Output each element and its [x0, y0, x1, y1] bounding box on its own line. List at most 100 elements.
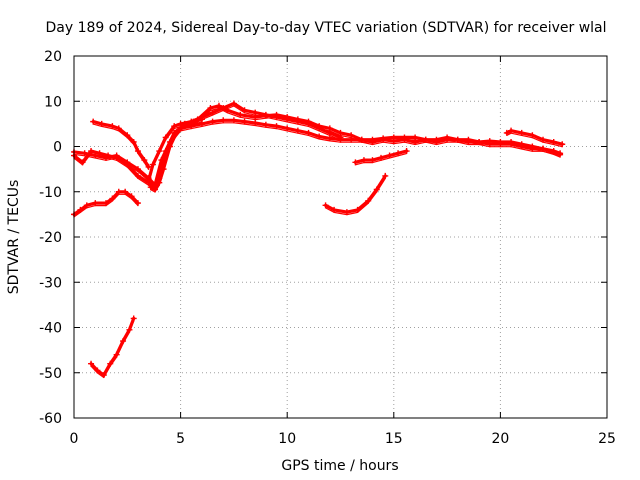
data-point: [109, 123, 116, 130]
chart-title: Day 189 of 2024, Sidereal Day-to-day VTE…: [45, 20, 606, 36]
series-arc-9: [352, 148, 410, 166]
data-point: [209, 118, 216, 125]
data-point: [90, 118, 97, 125]
data-point: [120, 338, 127, 345]
data-point: [540, 145, 547, 152]
data-point: [262, 121, 269, 128]
x-tick-label: 0: [70, 431, 79, 447]
data-point: [100, 372, 107, 379]
series-line: [89, 316, 136, 377]
data-point: [378, 154, 385, 161]
data-point: [316, 125, 323, 132]
y-tick-label: -30: [39, 275, 62, 291]
data-point: [252, 109, 259, 116]
data-point: [156, 148, 163, 155]
series-arc-6: [503, 127, 566, 148]
data-point: [395, 150, 402, 157]
data-point: [326, 135, 333, 142]
data-point: [386, 152, 393, 159]
data-point: [316, 133, 323, 140]
x-axis-label: GPS time / hours: [281, 458, 398, 474]
data-point: [326, 129, 333, 136]
data-point: [147, 184, 154, 191]
data-point: [360, 157, 367, 164]
data-point: [497, 138, 504, 145]
data-point: [134, 166, 141, 173]
data-point: [130, 138, 137, 145]
data-point: [262, 111, 269, 118]
series-line-shadow: [73, 193, 139, 218]
data-point: [152, 186, 159, 193]
series-line: [72, 190, 140, 216]
data-point: [550, 148, 557, 155]
data-point: [354, 206, 361, 213]
data-point: [190, 118, 197, 125]
data-point: [88, 360, 95, 367]
data-point: [284, 116, 291, 123]
data-point: [145, 163, 152, 170]
data-point: [198, 116, 205, 123]
series-line: [324, 174, 387, 214]
data-point: [145, 177, 152, 184]
data-point: [454, 136, 461, 143]
data-point: [557, 151, 564, 158]
data-point: [134, 148, 141, 155]
grid-lines: [74, 56, 607, 418]
data-point: [305, 129, 312, 136]
data-point: [433, 136, 440, 143]
data-point: [230, 117, 237, 124]
data-point: [79, 159, 86, 166]
data-point: [209, 109, 216, 116]
data-point: [162, 134, 169, 141]
x-tick-label: 5: [176, 431, 185, 447]
data-point: [160, 166, 167, 173]
series-line-shadow: [90, 320, 135, 379]
data-point: [98, 120, 105, 127]
data-point: [141, 157, 148, 164]
data-point: [540, 136, 547, 143]
series-arc-7: [71, 188, 141, 218]
data-point: [96, 150, 103, 157]
data-point: [171, 123, 178, 130]
data-point: [403, 148, 410, 155]
data-point: [130, 315, 137, 322]
data-point: [215, 102, 222, 109]
data-point: [352, 159, 359, 166]
data-point: [412, 138, 419, 145]
y-tick-label: -40: [39, 321, 62, 337]
data-point: [124, 161, 131, 168]
data-point: [343, 209, 350, 216]
series-arc-4: [145, 100, 344, 184]
series-arc-3: [90, 118, 152, 170]
y-tick-label: -60: [39, 411, 62, 427]
data-point: [241, 118, 248, 125]
data-point: [94, 367, 101, 374]
data-point: [134, 200, 141, 207]
data-point: [373, 186, 380, 193]
x-tick-label: 15: [385, 431, 403, 447]
data-point: [294, 118, 301, 125]
y-axis-label: SDTVAR / TECUs: [6, 180, 22, 295]
data-point: [81, 150, 88, 157]
series-arc-10: [88, 315, 137, 379]
data-point: [348, 132, 355, 139]
data-point: [220, 117, 227, 124]
data-point: [422, 136, 429, 143]
data-point: [369, 157, 376, 164]
data-point: [382, 172, 389, 179]
data-point: [369, 138, 376, 145]
data-point: [207, 105, 214, 112]
data-point: [476, 138, 483, 145]
x-axis-ticks: 0 5 10 15 20 25: [70, 56, 616, 447]
data-point: [149, 161, 156, 168]
data-point: [124, 132, 131, 139]
data-point: [252, 119, 259, 126]
data-point: [559, 141, 566, 148]
data-point: [102, 200, 109, 207]
data-point: [237, 111, 244, 118]
data-point: [486, 138, 493, 145]
data-point: [358, 136, 365, 143]
data-point: [156, 179, 163, 186]
data-point: [134, 172, 141, 179]
